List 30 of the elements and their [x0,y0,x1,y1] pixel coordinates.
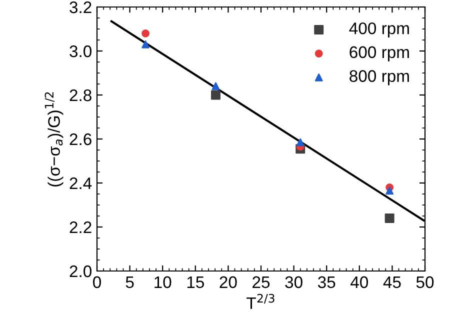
point [142,29,150,38]
point [210,90,220,100]
x-tick-label: 5 [126,276,134,288]
y-tick-label: 3.0 [70,45,92,58]
x-tick-label: 30 [285,276,302,288]
point [296,138,304,146]
x-tick-label: 50 [416,276,434,288]
y-tick-label: 2.6 [70,133,92,146]
y-tick-label: 2.4 [70,177,92,190]
y-tick-label: 2.2 [70,221,92,234]
legend-label: 600 rpm [350,46,409,62]
y-tick-label: 3.2 [70,1,92,14]
point [142,40,150,48]
point [386,186,394,195]
point [384,213,394,223]
point [212,82,220,90]
y-tick-label: 2.8 [70,89,92,102]
y-tick-label: 2.0 [70,265,92,278]
x-tick-label: 35 [318,276,336,288]
legend-label: 800 rpm [350,70,409,86]
x-axis-title: T$^{2/3}$ [246,294,274,309]
x-tick-label: 15 [187,276,204,288]
x-tick-label: 20 [220,276,237,288]
x-tick-label: 45 [383,276,401,288]
y-axis-title: ((σ−σ$_{a}$)/G)$^{1/2}$ [44,92,64,186]
legend-label: 400 rpm [349,22,409,38]
x-tick-label: 25 [252,276,270,288]
x-tick-label: 0 [93,276,101,288]
x-tick-label: 10 [154,276,172,288]
x-tick-label: 40 [350,276,368,288]
